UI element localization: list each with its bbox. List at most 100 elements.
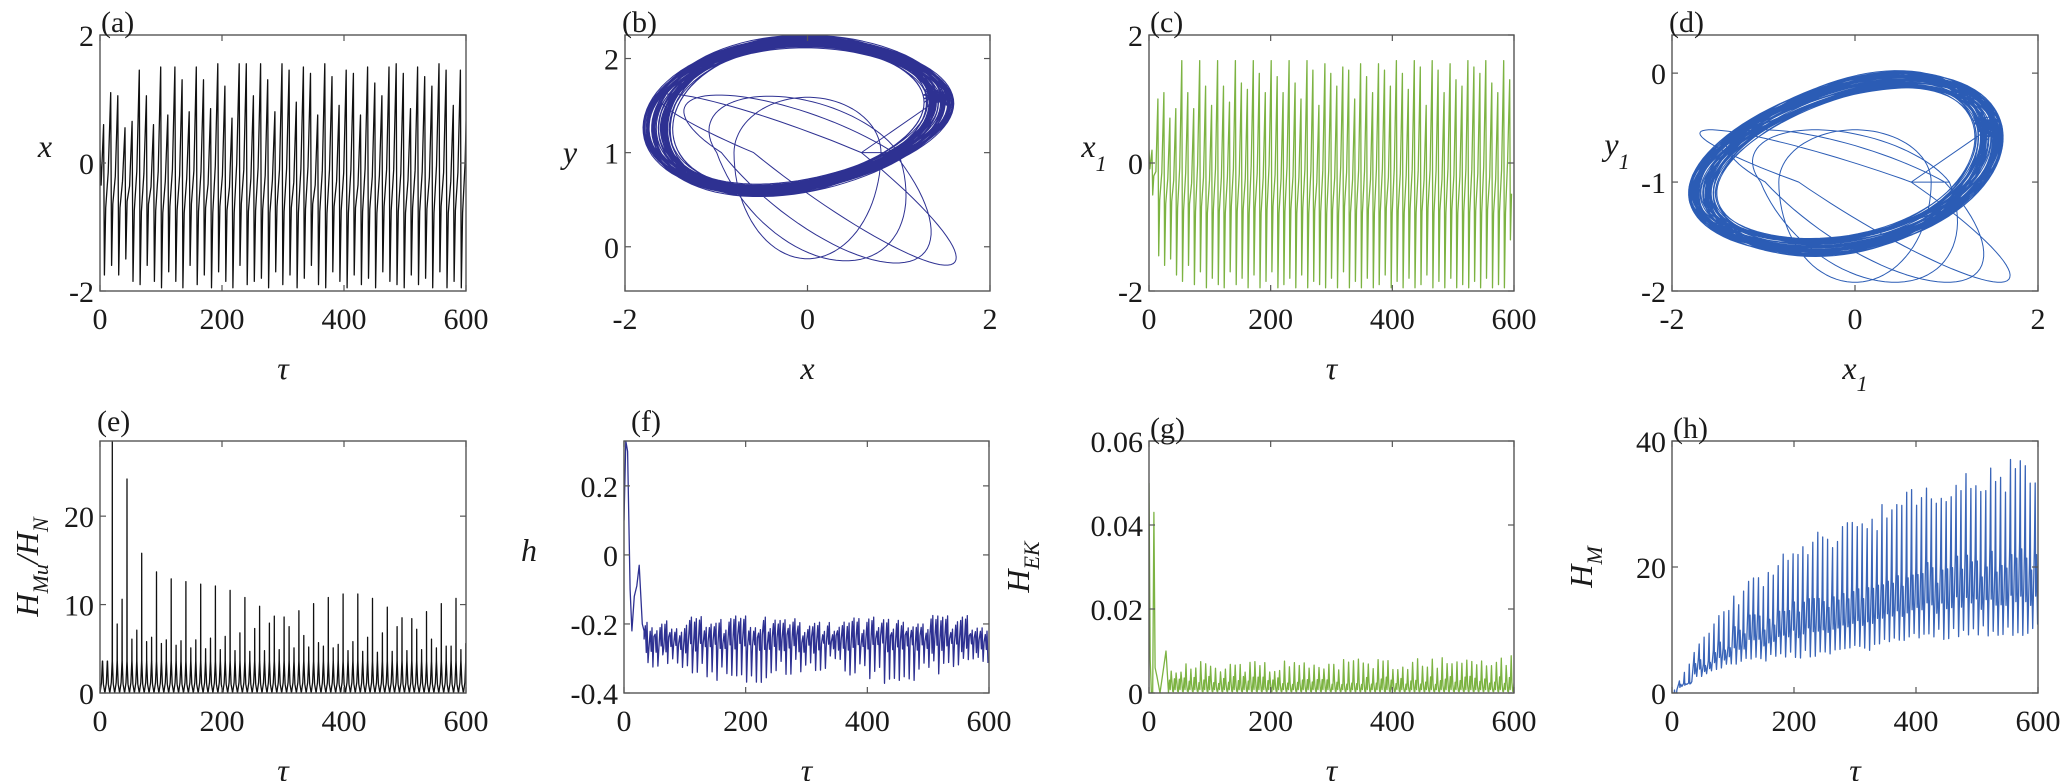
- y-tick-label: 0: [1651, 678, 1666, 711]
- series-line-d: [1688, 70, 2011, 283]
- y-tick-label: 0.02: [1091, 594, 1144, 627]
- x-tick-label: 0: [1665, 705, 1680, 738]
- y-tick-label: 20: [64, 501, 94, 534]
- series-line-g: [1149, 482, 1514, 693]
- x-tick-label: 200: [1772, 705, 1817, 738]
- x-tick-label: 200: [200, 303, 245, 336]
- x-axis-label: τ: [1849, 752, 1862, 781]
- x-tick-label: 400: [1894, 705, 1939, 738]
- x-axis-label: x: [799, 350, 814, 386]
- x-tick-label: 400: [322, 705, 367, 738]
- x-tick-label: -2: [1660, 303, 1685, 336]
- y-tick-label: -0.2: [571, 609, 619, 642]
- y-tick-label: -2: [69, 276, 94, 309]
- panel-label: (b): [622, 6, 657, 39]
- x-tick-label: 0: [1142, 705, 1157, 738]
- x-tick-label: 400: [1370, 705, 1415, 738]
- y-tick-label: 20: [1636, 552, 1666, 585]
- y-tick-label: -2: [1118, 276, 1143, 309]
- x-tick-label: 200: [1248, 705, 1293, 738]
- panel-label: (h): [1673, 412, 1708, 445]
- y-tick-label: 0.06: [1091, 426, 1144, 459]
- y-axis-label: h: [521, 532, 537, 568]
- x-tick-label: 2: [983, 303, 998, 336]
- series-line-c: [1149, 59, 1513, 289]
- x-tick-label: 400: [1370, 303, 1415, 336]
- axes-frame-g: [1148, 440, 1515, 694]
- y-tick-label: 0.2: [581, 471, 619, 504]
- x-tick-label: 600: [967, 705, 1012, 738]
- x-tick-label: 0: [93, 705, 108, 738]
- x-tick-label: 600: [444, 303, 489, 336]
- x-tick-label: 400: [845, 705, 890, 738]
- y-tick-label: 0: [79, 678, 94, 711]
- x-tick-label: 2: [2031, 303, 2046, 336]
- panel-label: (g): [1150, 412, 1185, 445]
- y-tick-label: -1: [1641, 167, 1666, 200]
- panel-h: 0 200 400 600 0 20 40 (h) τ HM: [1563, 412, 2061, 781]
- y-axis-label: y: [560, 134, 578, 170]
- y-tick-label: 10: [64, 590, 94, 623]
- y-tick-label: -2: [1641, 276, 1666, 309]
- x-tick-label: 600: [1492, 705, 1537, 738]
- y-axis-label: HM: [1563, 545, 1607, 589]
- x-axis-label: τ: [277, 350, 290, 386]
- y-tick-label: 40: [1636, 426, 1666, 459]
- x-axis-label: τ: [277, 752, 290, 781]
- x-axis-label: x1: [1841, 350, 1867, 396]
- y-axis-label: HEK: [1000, 540, 1044, 594]
- panel-e: 0 200 400 600 0 10 20 (e) τ HMu/HN: [9, 405, 489, 781]
- x-tick-label: 400: [322, 303, 367, 336]
- x-tick-label: 0: [1142, 303, 1157, 336]
- panel-label: (a): [101, 6, 134, 39]
- panel-a: 0 200 400 600-202 (a)τx: [37, 6, 489, 386]
- x-tick-label: 0: [1848, 303, 1863, 336]
- y-tick-label: -0.4: [571, 678, 619, 711]
- x-axis-label: τ: [1326, 752, 1339, 781]
- x-tick-label: 0: [617, 705, 632, 738]
- y-tick-label: 2: [1128, 20, 1143, 53]
- panel-label: (e): [97, 405, 130, 438]
- series-line-b: [642, 35, 957, 266]
- y-tick-label: 1: [604, 138, 619, 171]
- y-tick-label: 0: [79, 148, 94, 181]
- x-tick-label: 600: [1492, 303, 1537, 336]
- y-axis-label: HMu/HN: [9, 516, 53, 617]
- x-tick-label: 600: [444, 705, 489, 738]
- y-tick-label: 2: [604, 44, 619, 77]
- panel-c: 0 200 400 600-202 (c)τx1: [1080, 6, 1536, 386]
- panel-g: 0 200 400 600 0 0.02 0.04 0.06 (g) τ HEK: [1000, 412, 1537, 781]
- x-tick-label: 200: [1248, 303, 1293, 336]
- panel-label: (c): [1150, 6, 1183, 39]
- x-tick-label: 0: [93, 303, 108, 336]
- axes-frame-f: [623, 440, 990, 694]
- panel-label: (f): [631, 405, 661, 438]
- x-tick-label: 0: [800, 303, 815, 336]
- series-line-a: [100, 63, 466, 289]
- x-axis-label: τ: [801, 752, 814, 781]
- panel-f: 0 200 400 600 -0.4 -0.2 0 0.2 (f) τ h: [521, 405, 1012, 781]
- series-line-e: [100, 441, 466, 693]
- y-axis-label: y1: [1601, 126, 1629, 174]
- series-line-f: [624, 441, 989, 684]
- axes-frame-e: [99, 440, 467, 694]
- x-tick-label: -2: [613, 303, 638, 336]
- x-axis-label: τ: [1326, 350, 1339, 386]
- x-tick-label: 600: [2016, 705, 2061, 738]
- y-axis-label: x1: [1080, 128, 1106, 176]
- y-tick-label: 2: [79, 20, 94, 53]
- y-tick-label: 0: [603, 540, 618, 573]
- y-tick-label: 0: [1651, 58, 1666, 91]
- y-tick-label: 0: [604, 232, 619, 265]
- x-tick-label: 200: [723, 705, 768, 738]
- y-tick-label: 0.04: [1091, 510, 1144, 543]
- x-tick-label: 200: [200, 705, 245, 738]
- series-line-h: [1672, 458, 2038, 693]
- y-tick-label: 0: [1128, 148, 1143, 181]
- y-tick-label: 0: [1128, 678, 1143, 711]
- y-axis-label: x: [37, 128, 52, 164]
- panel-label: (d): [1669, 6, 1704, 39]
